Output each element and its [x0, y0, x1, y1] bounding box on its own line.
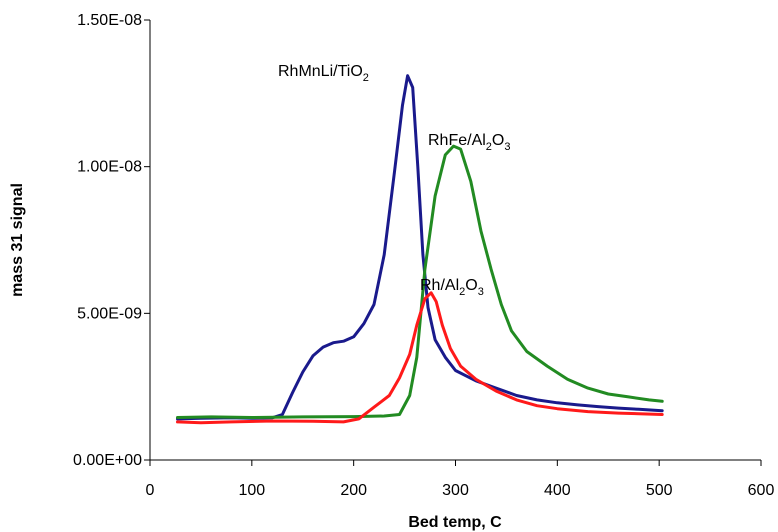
x-tick-label: 300 [442, 482, 469, 499]
y-tick-label: 0.00E+00 [73, 452, 142, 469]
series-lines [178, 76, 663, 423]
x-tick-label: 0 [146, 482, 155, 499]
y-axis-title: mass 31 signal [9, 183, 26, 297]
y-axis-ticks: 0.00E+00 5.00E-09 1.00E-08 1.50E-08 [73, 12, 150, 469]
y-tick-label: 1.50E-08 [77, 12, 142, 29]
x-tick-label: 500 [646, 482, 673, 499]
series-label-rhfe: RhFe/Al2O3 [428, 132, 511, 153]
x-axis-ticks: 0 100 200 300 400 500 600 [146, 460, 775, 499]
y-tick-label: 1.00E-08 [77, 159, 142, 176]
y-tick-label: 5.00E-09 [77, 305, 142, 322]
series-line-0 [178, 76, 663, 419]
x-tick-label: 400 [544, 482, 571, 499]
x-tick-label: 200 [340, 482, 367, 499]
x-tick-label: 600 [748, 482, 775, 499]
x-axis-title: Bed temp, C [408, 514, 502, 531]
x-tick-label: 100 [238, 482, 265, 499]
plot-frame [150, 20, 761, 460]
series-line-2 [178, 293, 663, 423]
series-label-rhmnli: RhMnLi/TiO2 [278, 63, 369, 84]
